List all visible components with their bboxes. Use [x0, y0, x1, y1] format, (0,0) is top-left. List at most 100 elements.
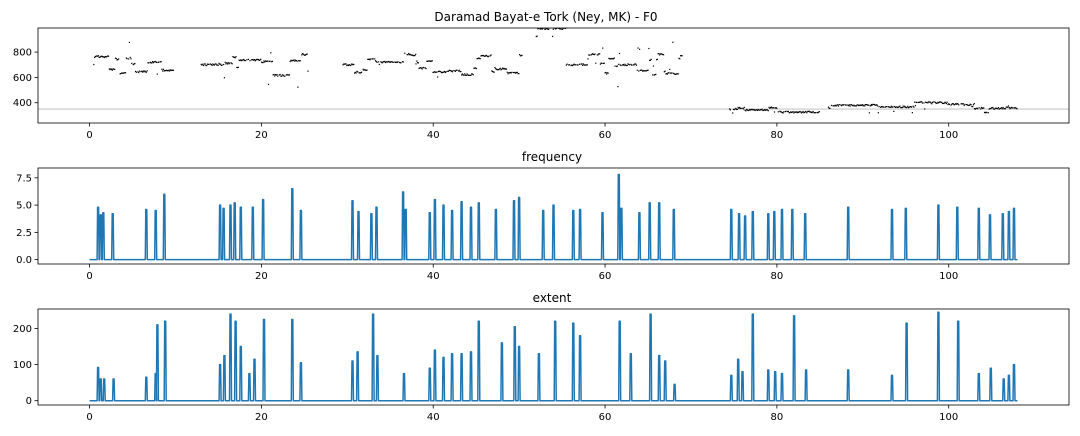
pitch-point: [763, 109, 765, 111]
pitch-point: [240, 59, 242, 61]
pitch-point: [890, 105, 893, 107]
pitch-point: [739, 106, 741, 109]
y-tick-label: 2.5: [16, 228, 32, 239]
pitch-point: [967, 104, 969, 106]
pitch-point: [497, 69, 499, 71]
pitch-point: [899, 105, 901, 107]
pitch-point: [863, 104, 865, 106]
pitch-point: [111, 69, 114, 71]
pitch-point: [172, 69, 175, 71]
pitch-point: [674, 73, 676, 75]
pitch-point: [855, 105, 857, 107]
pitch-point: [609, 58, 612, 60]
pitch-point: [742, 107, 744, 109]
pitch-point: [938, 102, 940, 104]
pitch-point: [513, 71, 515, 74]
pitch-point: [766, 109, 768, 111]
pitch-point: [415, 63, 417, 65]
pitch-point: [165, 70, 167, 72]
pitch-point: [255, 59, 257, 61]
pitch-point: [130, 58, 132, 60]
pitch-point: [233, 56, 235, 58]
pitch-point: [904, 105, 906, 107]
pitch-point: [268, 60, 270, 63]
pitch-point: [810, 112, 813, 114]
data-layer-frequency: [89, 173, 1018, 261]
pitch-point: [972, 105, 974, 108]
pitch-point: [769, 107, 771, 109]
pitch-point: [637, 47, 639, 49]
pitch-point: [147, 62, 149, 64]
pitch-point: [645, 70, 648, 72]
pitch-point: [220, 64, 222, 67]
pitch-point: [211, 64, 213, 67]
pitch-point: [749, 109, 752, 111]
pitch-point: [294, 59, 297, 61]
pitch-point: [665, 73, 667, 75]
pitch-point: [976, 107, 978, 109]
pitch-point: [613, 57, 615, 59]
pitch-point: [811, 111, 813, 113]
pitch-point: [202, 63, 204, 65]
pitch-point: [805, 111, 807, 113]
pitch-point: [590, 54, 592, 56]
pitch-point: [382, 61, 384, 63]
pitch-point: [475, 67, 477, 70]
pitch-point: [649, 59, 652, 61]
pitch-point: [1005, 106, 1007, 108]
pitch-point: [280, 75, 282, 77]
pitch-point: [490, 54, 492, 56]
pitch-point: [887, 106, 890, 108]
pitch-point: [289, 60, 291, 63]
pitch-point: [628, 64, 631, 66]
x-tick-label: 20: [255, 412, 268, 423]
pitch-point: [634, 63, 636, 65]
pitch-point: [735, 107, 737, 110]
pitch-point: [101, 55, 103, 57]
pitch-point: [763, 109, 766, 111]
pitch-point: [888, 106, 890, 108]
pitch-point: [342, 64, 344, 66]
pitch-point: [224, 61, 226, 63]
pitch-point: [155, 61, 158, 64]
pitch-point: [610, 58, 612, 60]
pitch-point: [263, 60, 265, 62]
pitch-point: [117, 58, 119, 61]
pitch-point: [787, 110, 789, 113]
pitch-point: [423, 67, 425, 69]
pitch-point: [676, 73, 679, 75]
pitch-point: [495, 68, 498, 70]
pitch-point: [611, 57, 613, 60]
pitch-point: [230, 62, 232, 64]
pitch-point: [418, 67, 420, 70]
pitch-point: [614, 65, 616, 67]
pitch-point: [606, 72, 608, 74]
pitch-point: [425, 67, 427, 70]
pitch-point: [580, 63, 582, 65]
pitch-point: [469, 74, 471, 77]
pitch-point: [285, 74, 287, 76]
pitch-point: [860, 104, 862, 106]
pitch-point: [273, 73, 275, 76]
y-tick-label: 400: [13, 98, 32, 109]
pitch-point: [498, 68, 500, 71]
pitch-point: [772, 107, 774, 109]
pitch-point: [875, 104, 877, 106]
pitch-point: [849, 105, 851, 107]
pitch-point: [914, 105, 917, 107]
pitch-point: [616, 65, 619, 67]
pitch-point: [770, 106, 772, 109]
pitch-point: [495, 68, 497, 70]
y-tick-label: 0: [26, 396, 32, 407]
pitch-point: [154, 61, 156, 63]
pitch-point: [672, 41, 674, 43]
pitch-point: [124, 72, 127, 74]
pitch-point: [814, 112, 817, 114]
pitch-point: [898, 106, 900, 108]
pitch-point: [227, 62, 229, 64]
pitch-point: [814, 112, 816, 114]
pitch-point: [941, 101, 943, 104]
pitch-point: [226, 62, 228, 64]
pitch-point: [902, 105, 904, 107]
pitch-point: [862, 105, 864, 107]
